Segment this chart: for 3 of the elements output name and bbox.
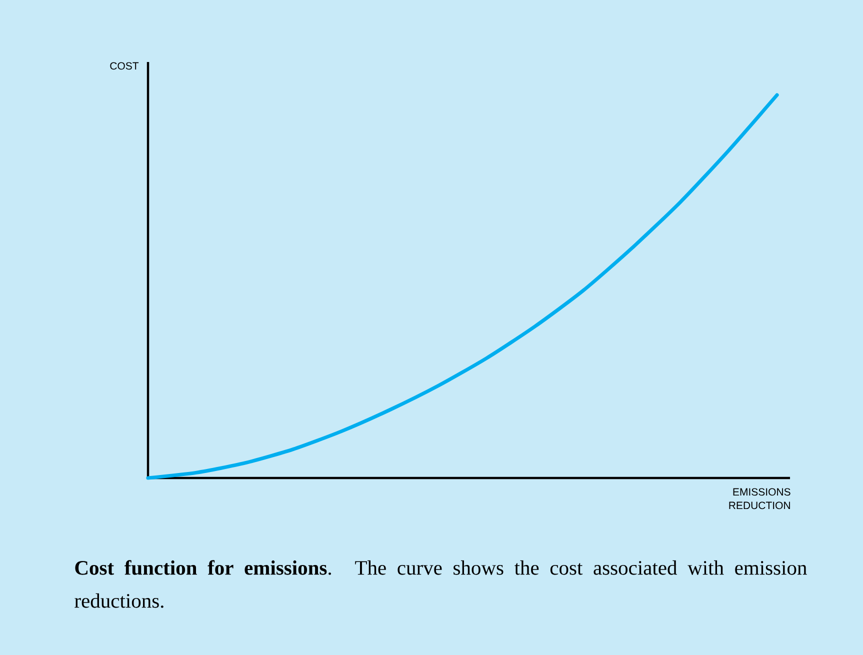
text: Cost function for emissions. The curve shows the cost associated with emission reductions. [74, 560, 807, 608]
x-axis-title: EMISSIONS REDUCTION [729, 488, 790, 510]
y-axis-title: COST [110, 62, 139, 70]
